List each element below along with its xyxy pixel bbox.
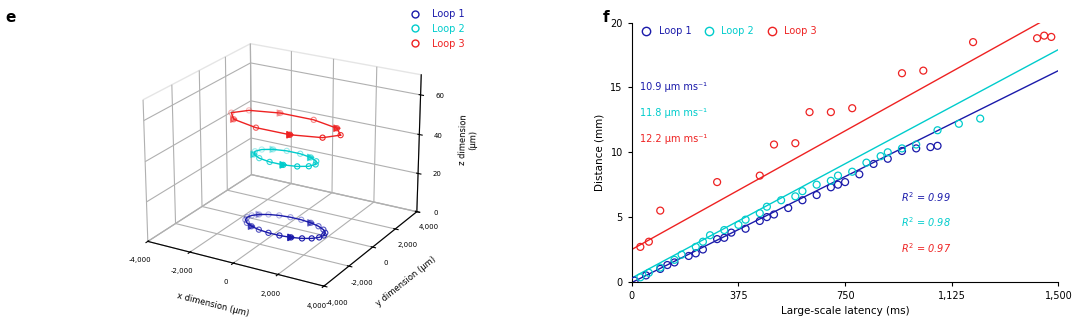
Point (737, 226, 754, 231)
Point (716, 227, 733, 233)
Point (752, 173, 769, 178)
Point (673, 252, 690, 257)
Point (651, 266, 669, 272)
Point (723, 230, 740, 235)
Point (893, 146, 910, 151)
Text: $R^2$ = 0.97: $R^2$ = 0.97 (901, 242, 950, 255)
Point (680, 253, 698, 259)
Point (640, 239, 658, 244)
Point (786, 194, 804, 199)
Point (640, 270, 658, 275)
Point (915, 68, 932, 73)
Point (879, 150, 896, 155)
Point (626, 278, 644, 283)
Point (929, 128, 946, 133)
Point (822, 178, 839, 183)
Text: 12.2 μm ms⁻¹: 12.2 μm ms⁻¹ (640, 134, 707, 144)
Text: 11.8 μm ms⁻¹: 11.8 μm ms⁻¹ (640, 108, 707, 118)
Y-axis label: y dimension (μm): y dimension (μm) (375, 255, 437, 308)
Point (651, 208, 669, 213)
Point (659, 262, 676, 268)
Point (716, 235, 733, 240)
Point (808, 182, 825, 187)
Point (694, 239, 712, 244)
Point (808, 192, 825, 198)
Point (730, 222, 747, 227)
Point (964, 40, 982, 45)
Point (822, 110, 839, 115)
Point (858, 160, 875, 165)
Point (687, 244, 704, 249)
Text: $R^2$ = 0.98: $R^2$ = 0.98 (901, 216, 950, 229)
Point (950, 121, 968, 126)
Point (829, 182, 847, 187)
Point (829, 173, 847, 178)
Text: 10.9 μm ms⁻¹: 10.9 μm ms⁻¹ (640, 82, 707, 92)
Point (972, 116, 989, 121)
Point (632, 244, 649, 249)
Point (794, 198, 811, 203)
Point (766, 212, 783, 217)
Point (737, 217, 754, 222)
Point (879, 156, 896, 161)
Point (708, 179, 726, 185)
Point (843, 106, 861, 111)
Point (893, 71, 910, 76)
Point (907, 142, 924, 147)
Text: e: e (5, 10, 16, 25)
Point (687, 251, 704, 256)
Point (766, 142, 783, 147)
Point (801, 110, 819, 115)
Point (758, 214, 775, 220)
Point (929, 143, 946, 148)
Point (822, 185, 839, 190)
Point (1036, 33, 1053, 38)
Point (637, 273, 654, 278)
Legend: Loop 1, Loop 2, Loop 3: Loop 1, Loop 2, Loop 3 (401, 5, 469, 52)
Point (708, 237, 726, 242)
Point (651, 265, 669, 270)
Text: $R^2$ = 0.99: $R^2$ = 0.99 (901, 190, 950, 203)
Point (1042, 34, 1059, 40)
Point (922, 145, 940, 150)
Point (772, 198, 789, 203)
Point (694, 247, 712, 252)
Point (843, 169, 861, 174)
Point (865, 161, 882, 167)
Point (701, 233, 718, 238)
Point (893, 148, 910, 154)
Point (872, 154, 889, 159)
Point (851, 172, 868, 177)
Point (780, 205, 797, 211)
Point (752, 211, 769, 216)
Point (665, 257, 683, 262)
Y-axis label: Distance (mm): Distance (mm) (595, 114, 605, 191)
X-axis label: Large-scale latency (ms): Large-scale latency (ms) (781, 307, 909, 317)
Point (786, 141, 804, 146)
Legend: Loop 1, Loop 2, Loop 3: Loop 1, Loop 2, Loop 3 (633, 22, 821, 40)
Point (907, 146, 924, 151)
Point (632, 275, 649, 280)
Text: f: f (603, 10, 609, 25)
Point (752, 218, 769, 224)
Point (794, 189, 811, 194)
Point (758, 204, 775, 209)
Point (1028, 36, 1045, 41)
X-axis label: x dimension (μm): x dimension (μm) (176, 291, 249, 318)
Point (837, 179, 854, 185)
Point (665, 260, 683, 265)
